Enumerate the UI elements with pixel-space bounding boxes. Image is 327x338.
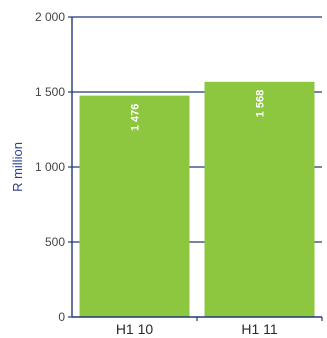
bar [204,81,315,317]
x-category-label: H1 10 [116,321,154,337]
x-category-label: H1 11 [241,321,278,337]
bar [79,95,190,317]
y-tick-label: 0 [58,310,65,324]
axes [68,16,323,321]
bars [79,81,315,317]
y-tick-label: 1 500 [35,85,65,99]
data-label: 1 568 [255,90,267,118]
y-tick-label: 1 000 [35,160,65,174]
data-label: 1 476 [130,104,142,132]
labels: 0 500 1 000 1 500 2 000 1 476 H1 10 1 568 H1 11 [35,10,278,337]
y-tick-label: 2 000 [35,10,65,24]
y-axis-title: R million [10,142,25,192]
y-tick-label: 500 [45,235,65,249]
